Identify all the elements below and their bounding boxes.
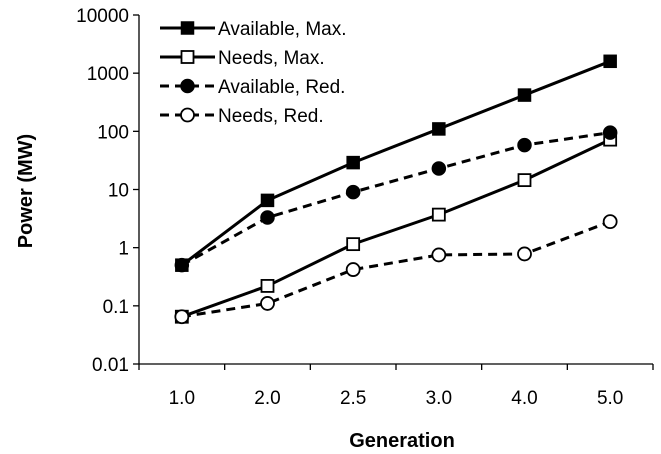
data-point [602,214,618,230]
data-point [174,257,190,273]
data-point [345,184,361,200]
y-tick-label: 0.01 [92,355,129,376]
y-axis-title: Power (MW) [15,134,37,248]
x-tick-label: 1.0 [169,388,195,409]
x-tick-label: 4.0 [511,388,537,409]
data-point [174,309,190,325]
data-point [260,210,275,225]
data-point [603,54,617,69]
x-tick-label: 2.5 [340,388,366,409]
data-point [260,279,275,293]
y-tick-label: 1000 [87,64,129,85]
x-tick-label: 3.0 [426,388,452,409]
legend-item-2: Available, Red. [160,77,345,98]
legend-marker [180,107,195,123]
x-tick-label: 2.0 [254,388,280,409]
data-point [431,247,447,263]
data-point [431,207,446,222]
data-point [517,88,532,102]
data-point [602,125,618,140]
legend-label: Needs, Red. [218,106,324,127]
legend-label: Available, Red. [218,77,345,98]
series-1 [174,132,618,324]
legend-marker [180,78,195,94]
legend-marker [180,50,195,64]
y-tick-label: 1 [118,239,129,260]
data-point [260,296,275,311]
x-tick-labels: 1.0 2.0 2.5 3.0 4.0 5.0 [169,388,624,409]
y-tick-label: 100 [97,122,129,143]
series-line [181,138,611,319]
y-tick-labels: 0.01 0.1 1 10 100 1000 10000 [76,6,129,376]
series-line [181,220,611,319]
data-point [260,193,275,208]
data-point [346,155,360,170]
legend-label: Available, Max. [218,19,347,40]
y-tick-label: 0.1 [103,297,129,318]
data-point [517,137,532,153]
x-tick-label: 5.0 [597,388,623,409]
series-line [180,59,611,267]
x-axis-title: Generation [349,430,455,452]
axes [133,14,654,370]
data-point [517,246,532,262]
series-2 [174,125,618,273]
y-tick-label: 10000 [76,6,129,27]
data-point [431,161,447,176]
legend-item-0: Available, Max. [160,19,347,40]
legend-marker [180,21,195,35]
data-point [346,237,361,252]
legend-item-1: Needs, Max. [160,48,325,69]
legend: Available, Max. Needs, Max. Available, Red… [160,19,347,127]
data-point [345,262,361,277]
data-point [432,122,446,136]
series-layer [174,54,618,325]
series-line [181,131,611,267]
series-3 [174,214,618,325]
legend-label: Needs, Max. [218,48,325,69]
y-tick-label: 10 [108,181,129,202]
legend-item-3: Needs, Red. [160,106,324,127]
data-point [517,173,532,188]
